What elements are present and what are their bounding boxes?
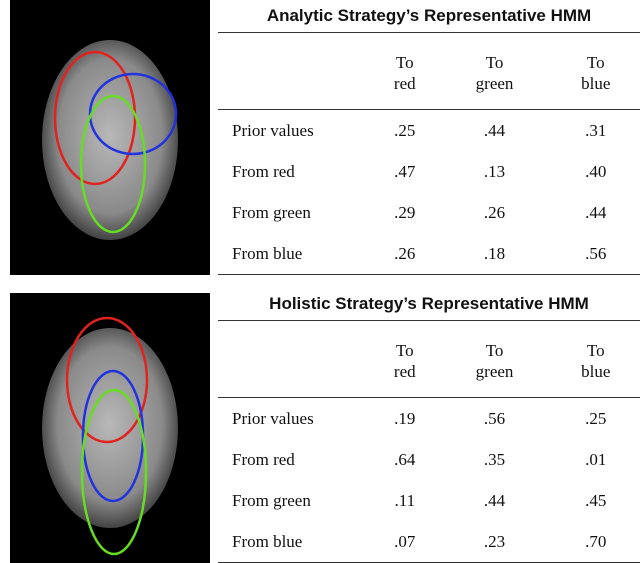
cell: .45 (552, 480, 640, 521)
title-row: Analytic Strategy’s Representative HMM (218, 0, 640, 33)
cell: .29 (372, 192, 438, 233)
header-cell: To blue (552, 33, 640, 110)
data-row: From green.29.26.44 (218, 192, 640, 233)
data-row: From blue.07.23.70 (218, 521, 640, 563)
row-label: From blue (218, 233, 372, 275)
header-cell: To red (372, 33, 438, 110)
row-label: From red (218, 439, 372, 480)
cell: .13 (438, 151, 552, 192)
row-label: Prior values (218, 110, 372, 152)
cell: .25 (552, 398, 640, 440)
cell: .31 (552, 110, 640, 152)
row-label: From red (218, 151, 372, 192)
cell: .44 (438, 110, 552, 152)
cell: .56 (552, 233, 640, 275)
cell: .44 (438, 480, 552, 521)
row-label: From green (218, 480, 372, 521)
face-image (10, 0, 210, 275)
table-title: Analytic Strategy’s Representative HMM (218, 0, 640, 33)
cell: .23 (438, 521, 552, 563)
cell: .19 (372, 398, 438, 440)
page: Analytic Strategy’s Representative HMMTo… (0, 0, 643, 563)
cell: .40 (552, 151, 640, 192)
header-cell: To green (438, 33, 552, 110)
data-row: From blue.26.18.56 (218, 233, 640, 275)
cell: .44 (552, 192, 640, 233)
cell: .18 (438, 233, 552, 275)
cell: .26 (438, 192, 552, 233)
cell: .26 (372, 233, 438, 275)
cell: .64 (372, 439, 438, 480)
row-label: Prior values (218, 398, 372, 440)
cell: .25 (372, 110, 438, 152)
data-row: From green.11.44.45 (218, 480, 640, 521)
cell: .56 (438, 398, 552, 440)
cell: .01 (552, 439, 640, 480)
table-title: Holistic Strategy’s Representative HMM (218, 288, 640, 321)
header-cell: To red (372, 321, 438, 398)
cell: .47 (372, 151, 438, 192)
title-row: Holistic Strategy’s Representative HMM (218, 288, 640, 321)
cell: .07 (372, 521, 438, 563)
data-row: From red.47.13.40 (218, 151, 640, 192)
header-cell: To blue (552, 321, 640, 398)
row-label: From green (218, 192, 372, 233)
face-image (10, 293, 210, 563)
cell: .11 (372, 480, 438, 521)
data-row: Prior values.19.56.25 (218, 398, 640, 440)
header-cell: To green (438, 321, 552, 398)
data-row: Prior values.25.44.31 (218, 110, 640, 152)
cell: .70 (552, 521, 640, 563)
header-cell (218, 33, 372, 110)
cell: .35 (438, 439, 552, 480)
row-label: From blue (218, 521, 372, 563)
data-row: From red.64.35.01 (218, 439, 640, 480)
header-cell (218, 321, 372, 398)
